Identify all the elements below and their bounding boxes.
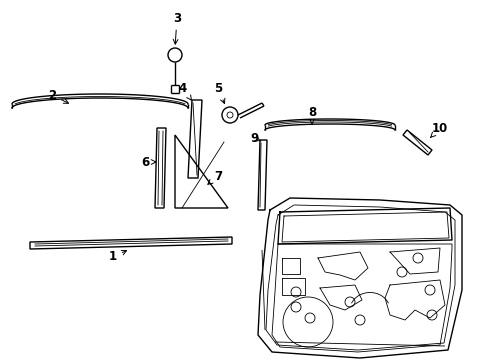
Text: 3: 3 bbox=[173, 12, 181, 44]
Text: 10: 10 bbox=[431, 122, 448, 138]
Text: 8: 8 bbox=[308, 105, 316, 124]
Text: 4: 4 bbox=[179, 81, 192, 100]
Text: 6: 6 bbox=[141, 156, 156, 168]
Text: 5: 5 bbox=[214, 81, 225, 103]
Text: 1: 1 bbox=[109, 251, 126, 264]
Text: 7: 7 bbox=[208, 170, 222, 184]
Text: 9: 9 bbox=[250, 131, 261, 144]
Text: 2: 2 bbox=[48, 89, 69, 103]
